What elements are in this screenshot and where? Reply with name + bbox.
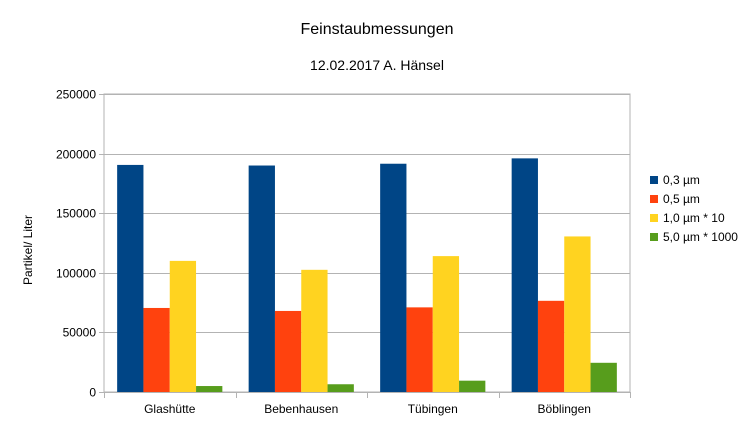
bar (301, 269, 328, 392)
x-tick-label: Böblingen (538, 402, 591, 416)
bar (432, 256, 460, 392)
y-tick-label: 250000 (56, 88, 96, 102)
legend-swatch (650, 214, 658, 222)
y-tick-label: 50000 (63, 326, 97, 340)
bar (117, 164, 144, 392)
bar (459, 380, 486, 392)
axes: 0 50000 100000 150000 200000 250000 Glashütte B… (56, 88, 631, 416)
bar (590, 362, 617, 392)
y-axis-label: Partikel/ Liter (21, 215, 35, 285)
legend-label: 0,5 µm (663, 192, 700, 206)
legend-label: 5,0 µm * 1000 (663, 230, 738, 244)
bar (406, 307, 433, 392)
x-tick-label: Glashütte (144, 402, 196, 416)
legend-label: 0,3 µm (663, 173, 700, 187)
chart-title: Feinstaubmessungen (301, 21, 454, 38)
y-tick-label: 100000 (56, 267, 96, 281)
x-tick-label: Tübingen (408, 402, 458, 416)
bar (327, 384, 354, 392)
y-tick-label: 0 (89, 386, 96, 400)
bar (274, 310, 302, 392)
bar (511, 158, 538, 392)
legend-swatch (650, 176, 658, 184)
y-tick-label: 200000 (56, 148, 96, 162)
legend-label: 1,0 µm * 10 (663, 211, 725, 225)
legend: 0,3 µm 0,5 µm 1,0 µm * 10 5,0 µm * 1000 (650, 173, 738, 244)
bar (248, 165, 275, 392)
bar (196, 386, 223, 392)
bar (169, 260, 197, 392)
x-tick-label: Bebenhausen (264, 402, 338, 416)
bar (537, 300, 565, 392)
legend-swatch (650, 233, 658, 241)
legend-swatch (650, 195, 658, 203)
bars (117, 158, 617, 392)
bar (143, 307, 170, 392)
bar (564, 236, 591, 392)
y-tick-label: 150000 (56, 207, 96, 221)
bar (380, 163, 407, 392)
chart-subtitle: 12.02.2017 A. Hänsel (310, 57, 444, 73)
